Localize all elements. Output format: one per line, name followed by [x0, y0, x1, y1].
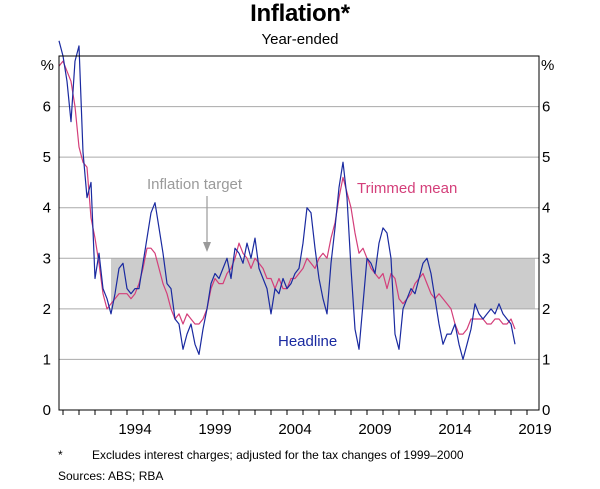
y-tick-label-left: 4 [43, 200, 51, 217]
y-tick-label-right: 2 [542, 301, 550, 318]
axes: 0 0 1 1 2 2 3 3 4 4 5 5 6 6% % 1994 1999 2004 2009 2014 2019 [41, 57, 555, 438]
series-line-headline [58, 40, 516, 360]
inflation-target-label: Inflation target [147, 176, 243, 193]
target-band [111, 258, 535, 309]
y-unit-label-left: % [41, 57, 54, 74]
target-band-layer [111, 258, 535, 309]
y-tick-label-right: 0 [542, 402, 550, 419]
x-tick-label: 2004 [278, 421, 311, 438]
y-tick-label-left: 2 [43, 301, 51, 318]
headline-label: Headline [278, 333, 337, 350]
y-tick-label-left: 6 [43, 99, 51, 116]
sources-note: Sources: ABS; RBA [58, 469, 164, 483]
y-tick-label-left: 3 [43, 250, 51, 267]
annotations: Inflation target Trimmed mean Headline [147, 176, 457, 350]
x-tick-label: 2014 [438, 421, 471, 438]
chart-subtitle: Year-ended [261, 31, 339, 48]
x-tick-label: 2019 [518, 421, 551, 438]
footnote-text: Excludes interest charges; adjusted for … [92, 448, 464, 462]
chart-title: Inflation* [250, 0, 350, 27]
trimmed-mean-label: Trimmed mean [357, 180, 457, 197]
footnote-marker: * [58, 448, 63, 462]
y-tick-label-right: 5 [542, 149, 550, 166]
x-tick-label: 1999 [198, 421, 231, 438]
y-tick-label-right: 6 [542, 99, 550, 116]
y-tick-label-right: 3 [542, 250, 550, 267]
y-tick-label-left: 0 [43, 402, 51, 419]
y-tick-label-left: 1 [43, 351, 51, 368]
plot-frame [58, 55, 540, 411]
footnote: * Excludes interest charges; adjusted for… [58, 448, 464, 462]
series-layer [58, 40, 516, 360]
y-tick-label-right: 4 [542, 200, 550, 217]
y-tick-label-right: 1 [542, 351, 550, 368]
x-tick-label: 1994 [118, 421, 151, 438]
gridlines [59, 106, 539, 360]
y-unit-label-right: % [541, 57, 554, 74]
y-tick-label-left: 5 [43, 149, 51, 166]
inflation-target-arrowhead [203, 242, 211, 252]
x-tick-label: 2009 [358, 421, 391, 438]
